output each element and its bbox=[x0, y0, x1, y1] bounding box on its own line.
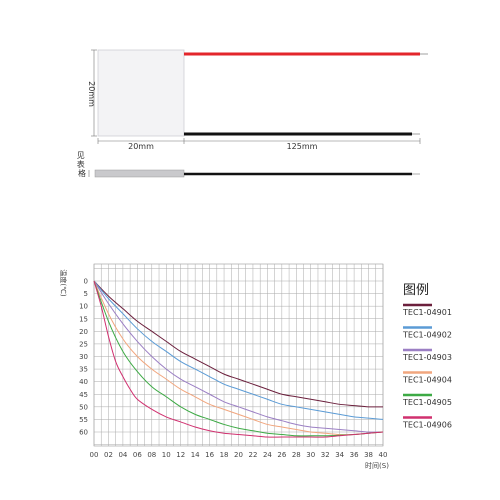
x-tick-label: 18 bbox=[220, 451, 229, 459]
x-tick-label: 00 bbox=[90, 451, 99, 459]
x-tick-label: 06 bbox=[133, 451, 142, 459]
x-tick-label: 20 bbox=[234, 451, 243, 459]
x-tick-label: 36 bbox=[350, 451, 359, 459]
x-tick-label: 12 bbox=[176, 451, 185, 459]
chart-legend: 图例 TEC1-04901 TEC1-04902 TEC1-04903 TEC1-04… bbox=[402, 283, 452, 430]
y-tick-label: 15 bbox=[79, 315, 88, 323]
y-tick-label: 60 bbox=[79, 429, 88, 437]
y-tick-label: 50 bbox=[79, 403, 88, 411]
x-axis-label: 时间(S) bbox=[365, 461, 389, 470]
legend-label: TEC1-04904 bbox=[402, 376, 452, 385]
dimension-drawing: 20mm 20mm 125mm 见 表 格 bbox=[77, 49, 428, 178]
x-tick-label: 02 bbox=[104, 451, 113, 459]
tec-module-side-view bbox=[94, 169, 185, 178]
y-tick-label: 45 bbox=[79, 391, 88, 399]
x-tick-label: 40 bbox=[379, 451, 388, 459]
legend-title: 图例 bbox=[403, 283, 429, 298]
series-line-tec1-04903 bbox=[93, 280, 384, 433]
y-tick-labels: 0 5 10 15 20 25 30 35 40 45 50 55 60 bbox=[79, 278, 88, 437]
x-tick-labels: 00 02 04 06 08 10 12 14 16 18 20 22 24 26 28 30 32 34 36 38… bbox=[90, 451, 388, 459]
y-tick-label: 5 bbox=[84, 290, 88, 298]
series-line-tec1-04906 bbox=[93, 280, 384, 438]
tec-module-front-view bbox=[97, 49, 185, 137]
width-dimension-label: 20mm bbox=[128, 142, 154, 151]
legend-label: TEC1-04905 bbox=[402, 398, 452, 407]
height-dimension-label: 20mm bbox=[87, 81, 96, 107]
x-tick-label: 32 bbox=[321, 451, 330, 459]
y-tick-label: 30 bbox=[79, 353, 88, 361]
y-tick-label: 10 bbox=[79, 303, 88, 311]
series-line-tec1-04902 bbox=[93, 280, 384, 420]
thickness-label: 见 表 格 bbox=[77, 151, 88, 178]
x-tick-label: 28 bbox=[292, 451, 301, 459]
lead-length-dimension-label: 125mm bbox=[287, 142, 318, 151]
legend-label: TEC1-04902 bbox=[402, 331, 452, 340]
series-line-tec1-04901 bbox=[93, 280, 384, 408]
x-tick-label: 04 bbox=[118, 451, 127, 459]
x-tick-label: 38 bbox=[364, 451, 373, 459]
y-tick-label: 0 bbox=[84, 278, 88, 286]
series-line-tec1-04904 bbox=[93, 280, 384, 436]
legend-label: TEC1-04906 bbox=[402, 421, 452, 430]
cooling-curve-chart: 0 5 10 15 20 25 30 35 40 45 50 55 60 00 02 04 06 08 10 12 1… bbox=[59, 263, 452, 470]
legend-label: TEC1-04903 bbox=[402, 353, 452, 362]
chart-series-lines bbox=[93, 280, 384, 438]
y-tick-label: 40 bbox=[79, 378, 88, 386]
x-tick-label: 30 bbox=[306, 451, 315, 459]
y-tick-label: 25 bbox=[79, 340, 88, 348]
x-tick-label: 16 bbox=[205, 451, 214, 459]
x-tick-label: 14 bbox=[191, 451, 200, 459]
y-tick-label: 55 bbox=[79, 416, 88, 424]
y-tick-label: 35 bbox=[79, 366, 88, 374]
series-line-tec1-04905 bbox=[93, 280, 384, 437]
y-axis-label: 温度(℃) bbox=[59, 269, 68, 297]
x-tick-label: 34 bbox=[335, 451, 344, 459]
x-tick-label: 26 bbox=[277, 451, 286, 459]
x-tick-label: 24 bbox=[263, 451, 272, 459]
legend-label: TEC1-04901 bbox=[402, 308, 452, 317]
chart-grid bbox=[93, 263, 384, 447]
x-tick-label: 10 bbox=[162, 451, 171, 459]
x-tick-label: 22 bbox=[248, 451, 257, 459]
x-tick-label: 08 bbox=[147, 451, 156, 459]
y-tick-label: 20 bbox=[79, 328, 88, 336]
